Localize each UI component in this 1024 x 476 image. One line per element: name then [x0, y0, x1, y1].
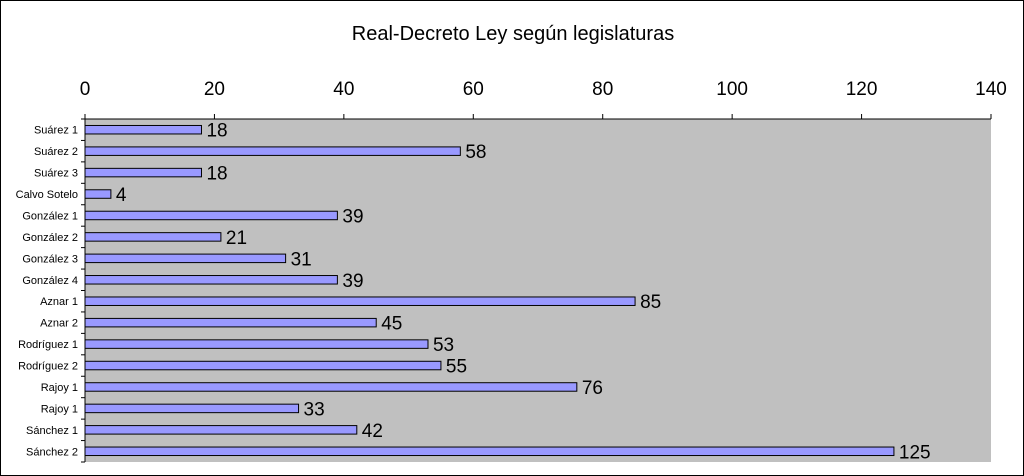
bar	[84, 253, 287, 264]
category-label: González 1	[22, 210, 78, 222]
bar	[84, 296, 636, 306]
bar	[84, 382, 578, 392]
category-label: Sánchez 1	[26, 425, 78, 437]
x-tick-label: 20	[204, 79, 225, 100]
category-label: Suárez 3	[34, 168, 78, 180]
category-label: Rajoy 1	[41, 382, 78, 394]
x-tick-label: 80	[592, 79, 613, 100]
data-label: 4	[116, 185, 127, 206]
data-label: 33	[304, 399, 325, 420]
category-label: Rodríguez 1	[18, 339, 78, 351]
category-label: Rajoy 1	[41, 403, 78, 415]
bar	[84, 317, 377, 328]
x-tick-label: 40	[333, 79, 354, 100]
bar	[84, 167, 202, 178]
category-label: González 3	[22, 253, 78, 265]
data-label: 55	[446, 357, 467, 378]
data-label: 18	[206, 164, 227, 185]
x-tick-label: 0	[80, 79, 91, 100]
data-label: 18	[206, 121, 227, 142]
bar	[84, 403, 300, 414]
category-label: Aznar 1	[40, 296, 78, 308]
data-label: 125	[899, 442, 931, 463]
data-label: 85	[640, 292, 661, 313]
bar	[84, 146, 461, 156]
x-tick-label: 60	[463, 79, 484, 100]
bar	[84, 189, 112, 199]
bar	[84, 232, 222, 242]
category-label: Rodríguez 2	[18, 361, 78, 373]
data-label: 58	[465, 142, 486, 163]
chart-title: Real-Decreto Ley según legislaturas	[352, 23, 674, 45]
category-label: Sánchez 2	[26, 446, 78, 458]
x-tick-label: 100	[716, 79, 748, 100]
category-label: Suárez 2	[34, 146, 78, 158]
bar	[84, 360, 442, 371]
bar	[84, 275, 338, 285]
category-label: González 4	[22, 275, 78, 287]
category-label: Calvo Sotelo	[16, 189, 78, 201]
data-label: 76	[582, 378, 603, 399]
data-label: 45	[381, 314, 402, 335]
bar	[84, 339, 429, 349]
x-tick-label: 120	[846, 79, 878, 100]
data-label: 39	[342, 206, 363, 227]
data-label: 21	[226, 228, 247, 249]
data-label: 39	[342, 271, 363, 292]
x-tick-label: 140	[975, 79, 1007, 100]
bar	[84, 425, 358, 435]
category-label: Aznar 2	[40, 318, 78, 330]
bar	[84, 124, 202, 135]
bar	[84, 446, 895, 457]
data-label: 42	[362, 421, 383, 442]
data-label: 31	[291, 249, 312, 270]
data-label: 53	[433, 335, 454, 356]
bar	[84, 210, 338, 221]
category-label: Suárez 1	[34, 125, 78, 137]
category-label: González 2	[22, 232, 78, 244]
